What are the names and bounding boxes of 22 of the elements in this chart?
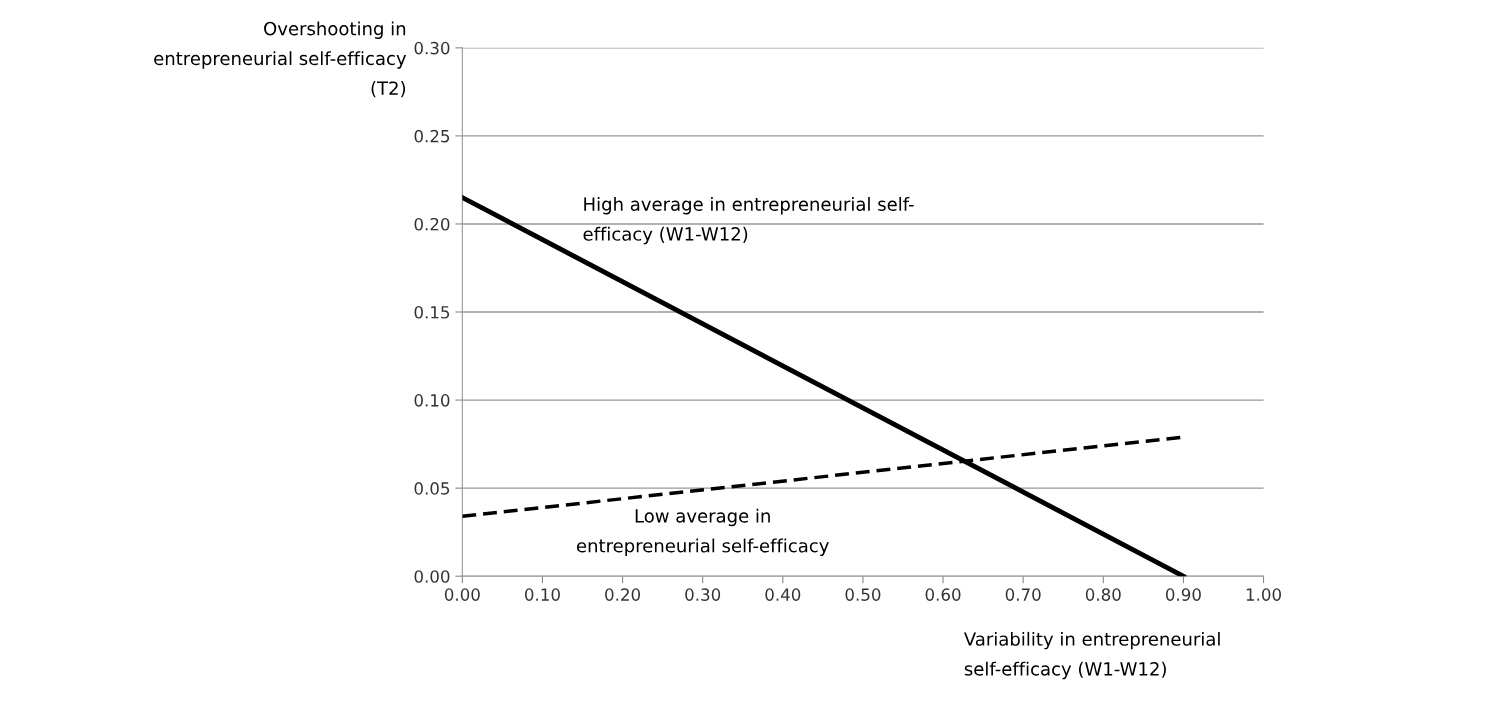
x-axis-title: Variability in entrepreneurial self-efficacy (W1-W12) — [963, 631, 1220, 680]
y-tick-label: 0.10 — [414, 394, 450, 407]
x-tick-label: 1.00 — [1246, 588, 1281, 601]
x-tick-label: 0.30 — [685, 588, 721, 601]
x-tick-label: 0.80 — [1085, 588, 1121, 601]
x-tick-label: 0.60 — [925, 588, 961, 601]
x-tick-label: 0.70 — [1005, 588, 1041, 601]
series-label: Low average in entrepreneurial self-efficacy — [576, 508, 829, 556]
x-tick-label: 0.50 — [845, 588, 881, 601]
y-axis-title: Overshooting in entrepreneurial self-efficacy (T2) — [154, 21, 407, 98]
x-tick-label: 0.00 — [444, 588, 480, 601]
y-tick-label: 0.25 — [414, 129, 450, 143]
y-tick-label: 0.00 — [414, 570, 450, 583]
x-tick-label: 0.10 — [525, 588, 560, 601]
y-tick-label: 0.30 — [414, 41, 450, 55]
x-tick-label: 0.20 — [605, 588, 641, 601]
y-tick-label: 0.05 — [414, 482, 450, 495]
series-label: High average in entrepreneurial self- efficacy (W1-W12) — [583, 196, 914, 245]
y-tick-label: 0.15 — [414, 305, 450, 319]
x-tick-label: 0.40 — [765, 588, 801, 601]
y-tick-label: 0.20 — [414, 217, 450, 231]
x-tick-label: 0.90 — [1165, 588, 1201, 601]
